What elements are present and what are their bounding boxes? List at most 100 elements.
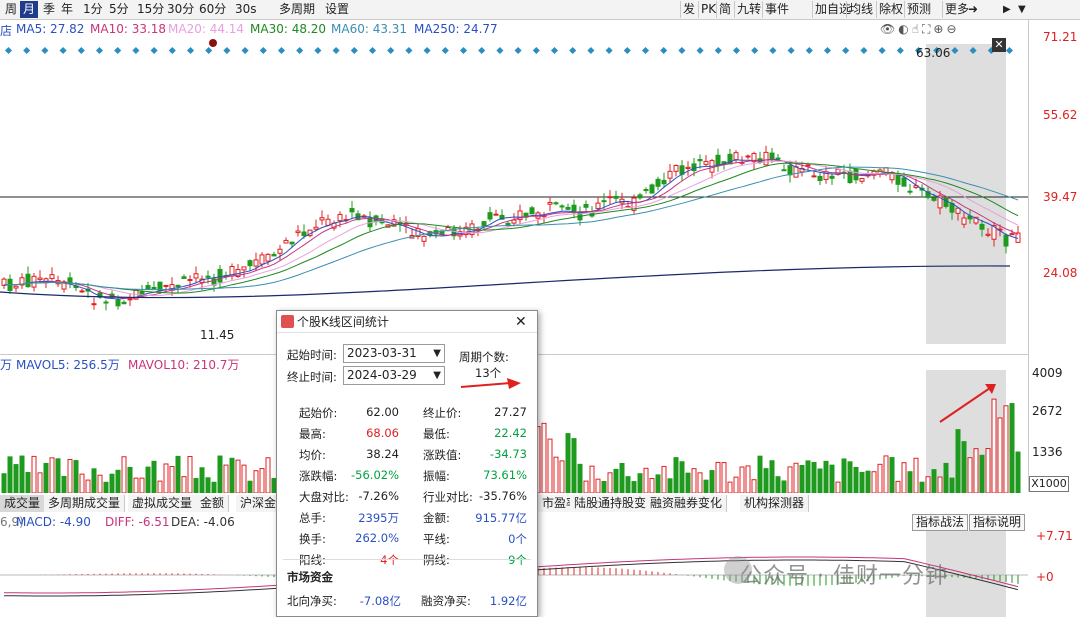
candle-body bbox=[91, 303, 97, 306]
indicator-tab-9[interactable]: 机构探测器 bbox=[740, 495, 810, 512]
candle-body bbox=[829, 175, 835, 179]
start-time-select[interactable]: 2023-03-31 ▼ bbox=[343, 344, 445, 363]
period-tab-3[interactable]: 年 bbox=[61, 2, 74, 16]
indicator-help-button[interactable]: 指标说明 bbox=[969, 514, 1026, 531]
stat-l2-5: 金额: bbox=[423, 511, 450, 525]
volume-bar bbox=[151, 460, 157, 493]
signal-diamond bbox=[914, 46, 923, 55]
signal-diamond bbox=[186, 46, 195, 55]
volume-bar bbox=[25, 471, 31, 493]
candle-body bbox=[265, 253, 271, 262]
period-tab-6[interactable]: 15分 bbox=[137, 2, 165, 16]
volume-bar bbox=[1003, 405, 1009, 493]
volume-unit[interactable]: X1000 bbox=[1029, 476, 1069, 492]
volume-axis-low: 1336 bbox=[1032, 445, 1063, 459]
candle-body bbox=[349, 208, 355, 213]
signal-diamond bbox=[532, 46, 540, 55]
volume-bar bbox=[871, 471, 877, 493]
settings-button[interactable]: 设置 bbox=[325, 2, 350, 16]
candlestick-chart[interactable] bbox=[0, 34, 1028, 354]
period-tab-2[interactable]: 季 bbox=[43, 2, 56, 16]
signal-diamond bbox=[587, 46, 595, 55]
period-tab-0[interactable]: 周 bbox=[5, 2, 18, 16]
volume-bar bbox=[541, 422, 547, 493]
multi-period-button[interactable]: 多周期 bbox=[279, 2, 316, 16]
volume-bar bbox=[949, 477, 955, 493]
volume-bar bbox=[61, 475, 67, 493]
toolbar-button-8[interactable]: 预测 bbox=[904, 1, 933, 18]
stat-l2-3: 振幅: bbox=[423, 469, 450, 483]
close-selection-icon[interactable]: ✕ bbox=[992, 38, 1006, 52]
indicator-tab-4[interactable]: 沪深金 bbox=[236, 495, 282, 512]
indicator-tab-1[interactable]: 多周期成交量 bbox=[44, 495, 126, 512]
signal-diamond bbox=[259, 46, 267, 55]
signal-diamond bbox=[751, 46, 759, 55]
ma5-label: MA5: 27.82 bbox=[16, 22, 85, 36]
candle-body bbox=[799, 168, 805, 173]
stock-name-fragment: 店 bbox=[0, 24, 13, 38]
toolbar-button-2[interactable]: 简 bbox=[716, 1, 733, 18]
stat-l2-2: 涨跌值: bbox=[423, 448, 462, 462]
fullscreen-icon[interactable]: ➜ bbox=[967, 2, 979, 16]
signal-diamond bbox=[823, 46, 832, 55]
volume-bar bbox=[733, 476, 739, 493]
toolbar-arrow-icon[interactable]: ▶ bbox=[1003, 4, 1011, 15]
dialog-title: 个股K线区间统计 bbox=[297, 315, 389, 329]
signal-diamond bbox=[623, 46, 631, 55]
toolbar-button-9[interactable]: 更多 bbox=[942, 1, 971, 18]
volume-bar bbox=[115, 469, 121, 493]
period-tab-1[interactable]: 月 bbox=[20, 1, 39, 18]
volume-bar bbox=[679, 461, 685, 493]
candle-body bbox=[49, 274, 55, 279]
signal-diamond bbox=[368, 46, 377, 55]
period-tab-7[interactable]: 30分 bbox=[167, 2, 195, 16]
volume-bar bbox=[835, 481, 841, 493]
toolbar-button-0[interactable]: 发 bbox=[680, 1, 697, 18]
close-icon[interactable]: ✕ bbox=[515, 314, 527, 330]
indicator-tab-2[interactable]: 虚拟成交量 bbox=[128, 495, 198, 512]
price-axis-mid1: 55.62 bbox=[1043, 108, 1078, 122]
chevron-down-icon[interactable]: ▼ bbox=[1018, 4, 1026, 15]
volume-bar bbox=[67, 458, 73, 493]
period-tab-5[interactable]: 5分 bbox=[109, 2, 129, 16]
ma-line bbox=[3, 160, 1019, 297]
macd-axis-zero: +0 bbox=[1036, 570, 1054, 584]
signal-diamond bbox=[459, 46, 468, 55]
period-tab-9[interactable]: 30s bbox=[235, 2, 257, 16]
period-tab-4[interactable]: 1分 bbox=[83, 2, 103, 16]
signal-diamond bbox=[59, 46, 67, 55]
toolbar-button-5[interactable]: 加自选 bbox=[812, 1, 853, 18]
candle-body bbox=[493, 213, 499, 216]
volume-bar bbox=[829, 464, 835, 493]
candle-body bbox=[895, 173, 901, 185]
ma60-label: MA60: 43.31 bbox=[331, 22, 408, 36]
candle-body bbox=[175, 284, 181, 288]
toolbar-button-7[interactable]: 除权 bbox=[876, 1, 905, 18]
candle-body bbox=[283, 239, 289, 244]
volume-bar bbox=[637, 473, 643, 493]
candle-body bbox=[451, 228, 457, 237]
toolbar-button-3[interactable]: 九转 bbox=[734, 1, 763, 18]
stat-l2-1: 最低: bbox=[423, 427, 450, 441]
candle-body bbox=[673, 164, 679, 172]
candle-body bbox=[979, 223, 985, 230]
toolbar-button-6[interactable]: 均线 bbox=[846, 1, 875, 18]
indicator-strategy-button[interactable]: 指标战法 bbox=[912, 514, 969, 531]
indicator-tab-0[interactable]: 成交量 bbox=[0, 495, 46, 512]
end-time-select[interactable]: 2024-03-29 ▼ bbox=[343, 366, 445, 385]
price-axis-mid2: 39.47 bbox=[1043, 190, 1078, 204]
indicator-tab-3[interactable]: 金额 bbox=[196, 495, 230, 512]
volume-bar bbox=[811, 462, 817, 493]
period-tab-8[interactable]: 60分 bbox=[199, 2, 227, 16]
stat-l1-6: 换手: bbox=[299, 532, 326, 546]
indicator-tab-8[interactable]: 融资融券变化 bbox=[646, 495, 728, 512]
toolbar-button-1[interactable]: PK bbox=[698, 1, 718, 18]
candle-body bbox=[325, 218, 331, 226]
candle-body bbox=[655, 178, 661, 187]
chart-tool-icons[interactable]: 👁◐☝⛶⊕⊖ bbox=[880, 22, 960, 36]
candle-body bbox=[985, 233, 991, 236]
stat-v1-2: 38.24 bbox=[366, 447, 399, 461]
toolbar-button-4[interactable]: 事件 bbox=[762, 1, 791, 18]
indicator-tab-7[interactable]: 陆股通持股变化 bbox=[570, 495, 664, 512]
volume-bar bbox=[997, 417, 1003, 493]
